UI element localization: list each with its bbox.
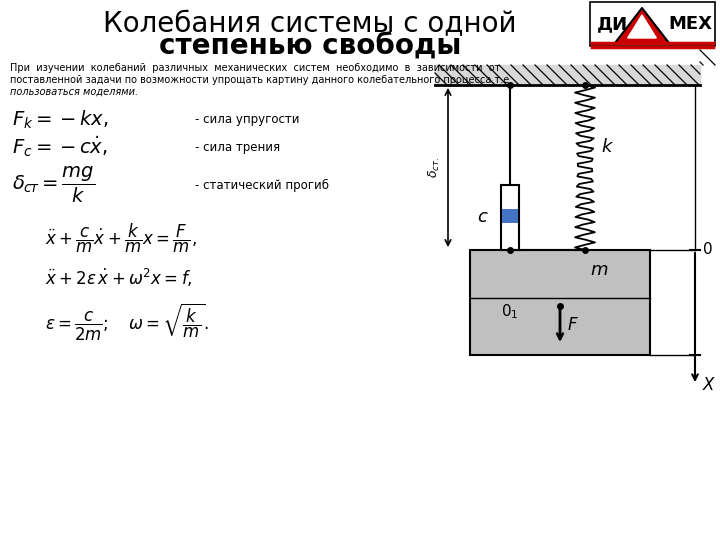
Text: $\varepsilon=\dfrac{c}{2m};\quad\omega=\sqrt{\dfrac{k}{m}}.$: $\varepsilon=\dfrac{c}{2m};\quad\omega=\… <box>45 301 209 342</box>
Polygon shape <box>628 15 657 38</box>
Text: $\delta_{c\!т} = \dfrac{mg}{k}$: $\delta_{c\!т} = \dfrac{mg}{k}$ <box>12 165 95 205</box>
Text: ДИ: ДИ <box>596 15 628 33</box>
Bar <box>470 250 650 355</box>
Text: X: X <box>703 376 714 394</box>
Text: F: F <box>568 316 577 334</box>
Text: МЕХ: МЕХ <box>668 15 712 33</box>
Text: $\delta_{cт.}$: $\delta_{cт.}$ <box>427 157 442 178</box>
Text: $F_k = -kx,$: $F_k = -kx,$ <box>12 109 109 131</box>
Text: Колебания системы с одной: Колебания системы с одной <box>103 10 517 38</box>
Text: $\ddot{x}+2\varepsilon\,\dot{x}+\omega^{2}x=f,$: $\ddot{x}+2\varepsilon\,\dot{x}+\omega^{… <box>45 267 193 289</box>
Bar <box>590 2 715 46</box>
Text: $\ddot{x}+\dfrac{c}{m}\dot{x}+\dfrac{k}{m}x=\dfrac{F}{m},$: $\ddot{x}+\dfrac{c}{m}\dot{x}+\dfrac{k}{… <box>45 221 197 254</box>
Text: При  изучении  колебаний  различных  механических  систем  необходимо  в  зависи: При изучении колебаний различных механич… <box>10 63 500 73</box>
Bar <box>501 185 519 250</box>
Text: поставленной задачи по возможности упрощать картину данного колебательного проце: поставленной задачи по возможности упрощ… <box>10 75 512 85</box>
Bar <box>502 209 518 223</box>
Text: $F_c = -c\dot{x},$: $F_c = -c\dot{x},$ <box>12 134 108 159</box>
Text: - сила трения: - сила трения <box>195 140 280 153</box>
Polygon shape <box>616 10 668 42</box>
Text: $0_1$: $0_1$ <box>501 302 519 321</box>
Text: 0: 0 <box>703 242 713 258</box>
Text: - сила упругости: - сила упругости <box>195 113 300 126</box>
Text: - статический прогиб: - статический прогиб <box>195 178 329 192</box>
Text: m: m <box>591 261 608 279</box>
Text: степенью свободы: степенью свободы <box>159 33 462 61</box>
Text: k: k <box>602 138 612 157</box>
Text: c: c <box>477 208 487 226</box>
Text: пользоваться моделями.: пользоваться моделями. <box>10 87 138 97</box>
